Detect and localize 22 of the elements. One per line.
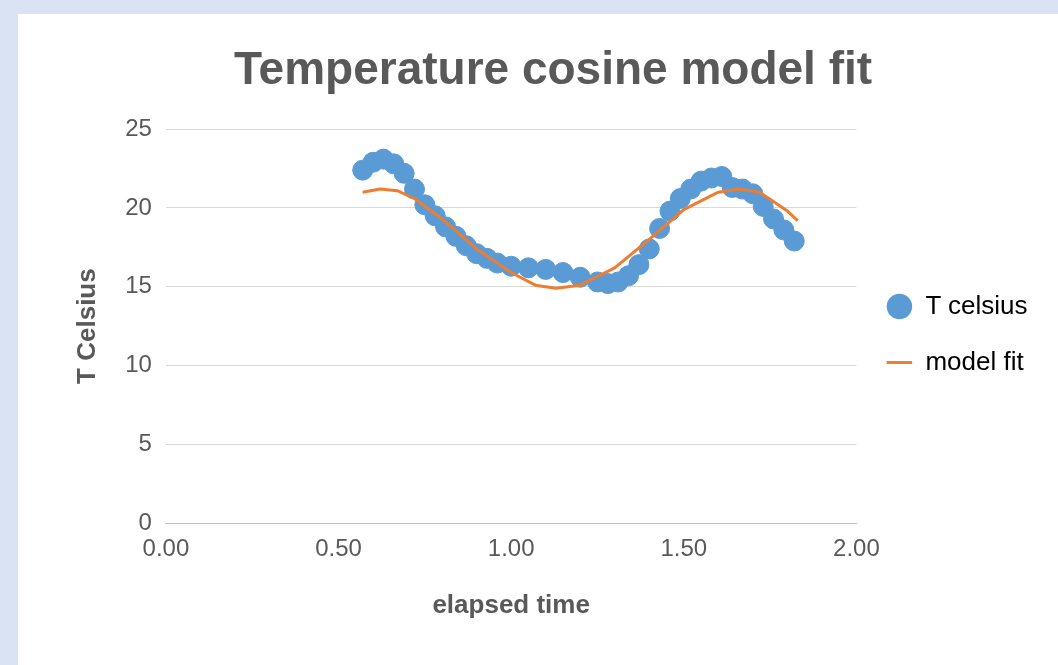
point [628,254,650,276]
y-tick-label: 0 [138,507,152,535]
point [552,262,574,284]
y-tick-label: 25 [125,113,152,141]
point [393,162,415,184]
y-tick-label: 20 [125,192,152,220]
y-tick-label: 5 [138,428,152,456]
x-tick-label: 0.50 [315,534,362,562]
x-axis-title: elapsed time [432,588,590,619]
legend-label: model fit [925,345,1025,376]
y-axis-title: T Celsius [70,268,101,384]
x-tick-label: 2.00 [833,534,880,562]
chart-title: Temperature cosine model fit [233,42,873,95]
point [535,258,557,280]
y-tick-label: 10 [125,350,152,378]
point [783,230,805,252]
legend-label: T celsius [925,289,1028,320]
x-tick-label: 1.50 [660,534,708,562]
x-tick-label: 1.00 [487,534,535,562]
point [517,257,539,279]
y-tick-label: 15 [125,271,152,299]
x-tick-label: 0.00 [142,534,190,562]
